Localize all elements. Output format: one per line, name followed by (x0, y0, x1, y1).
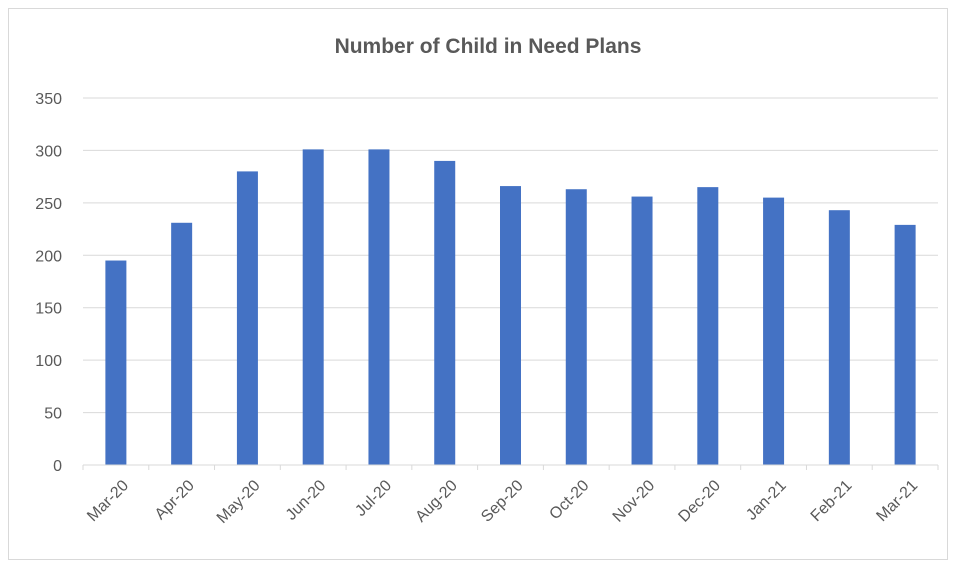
bar (236, 171, 258, 465)
x-tick-label: Jun-20 (283, 477, 330, 524)
bar (565, 189, 587, 465)
x-tick-label: Sep-20 (478, 477, 527, 526)
bar (500, 186, 521, 465)
chart-title: Number of Child in Need Plans (335, 35, 642, 58)
x-tick-label: Apr-20 (152, 477, 198, 523)
bar (697, 187, 719, 465)
y-tick-label: 100 (35, 353, 62, 370)
bar (763, 197, 785, 465)
x-tick-label: Mar-21 (873, 477, 921, 525)
x-tick-label: Nov-20 (610, 477, 659, 526)
x-tick-label: Jan-21 (743, 477, 790, 524)
y-tick-label: 50 (44, 406, 62, 423)
bar (434, 160, 456, 465)
x-tick-label: Mar-20 (84, 477, 132, 525)
bar (894, 224, 916, 465)
x-tick-label: Oct-20 (546, 477, 592, 523)
bar (631, 196, 653, 465)
y-tick-label: 0 (53, 458, 62, 475)
bar (171, 222, 193, 465)
y-tick-label: 300 (35, 143, 62, 160)
bar (368, 149, 390, 465)
bar (105, 260, 127, 465)
y-tick-label: 250 (35, 196, 62, 213)
bar (302, 149, 324, 465)
x-tick-label: May-20 (214, 477, 264, 527)
bars (105, 149, 916, 465)
x-tick-label: Feb-21 (808, 477, 856, 525)
y-tick-label: 150 (35, 301, 62, 318)
x-tick-label: Aug-20 (412, 477, 461, 526)
y-tick-label: 350 (35, 91, 62, 108)
x-tick-label: Dec-20 (676, 477, 725, 526)
x-axis: Mar-20 Apr-20 May-20 Jun-20 Jul-20 Aug-20 Sep-… (82, 464, 939, 527)
x-tick-label: Jul-20 (352, 477, 395, 520)
y-axis: 0 50 100 150 200 250 300 350 (35, 91, 62, 475)
y-tick-label: 200 (35, 248, 62, 265)
bar (828, 210, 850, 465)
